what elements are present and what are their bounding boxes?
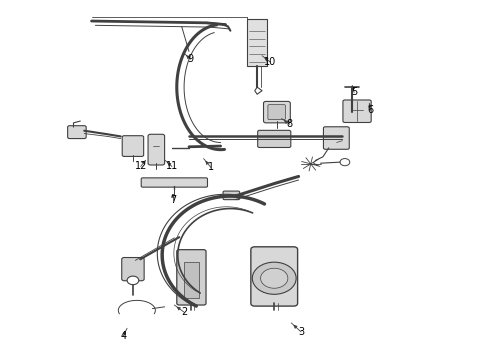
- FancyBboxPatch shape: [323, 127, 349, 149]
- Circle shape: [340, 158, 350, 166]
- Text: 4: 4: [120, 331, 126, 341]
- Text: 7: 7: [170, 195, 176, 204]
- Circle shape: [261, 268, 288, 288]
- FancyBboxPatch shape: [343, 100, 371, 122]
- FancyBboxPatch shape: [251, 247, 297, 306]
- Text: 8: 8: [287, 119, 293, 129]
- Bar: [184, 262, 199, 298]
- FancyBboxPatch shape: [122, 136, 144, 157]
- FancyBboxPatch shape: [122, 257, 144, 281]
- Bar: [247, 19, 267, 66]
- FancyBboxPatch shape: [258, 130, 291, 148]
- Text: 5: 5: [351, 87, 357, 98]
- Circle shape: [252, 262, 296, 294]
- FancyBboxPatch shape: [148, 134, 165, 165]
- FancyBboxPatch shape: [177, 249, 206, 305]
- Text: 12: 12: [135, 161, 147, 171]
- Text: 1: 1: [208, 162, 214, 172]
- Text: 3: 3: [298, 327, 304, 337]
- Text: 9: 9: [187, 54, 194, 64]
- Circle shape: [127, 276, 139, 285]
- FancyBboxPatch shape: [68, 126, 86, 139]
- FancyBboxPatch shape: [264, 102, 290, 123]
- FancyBboxPatch shape: [268, 105, 286, 120]
- Text: 2: 2: [181, 307, 187, 317]
- Text: 10: 10: [264, 57, 276, 67]
- FancyBboxPatch shape: [223, 191, 240, 200]
- Text: 11: 11: [166, 161, 178, 171]
- FancyBboxPatch shape: [141, 178, 207, 187]
- Text: 6: 6: [368, 105, 374, 115]
